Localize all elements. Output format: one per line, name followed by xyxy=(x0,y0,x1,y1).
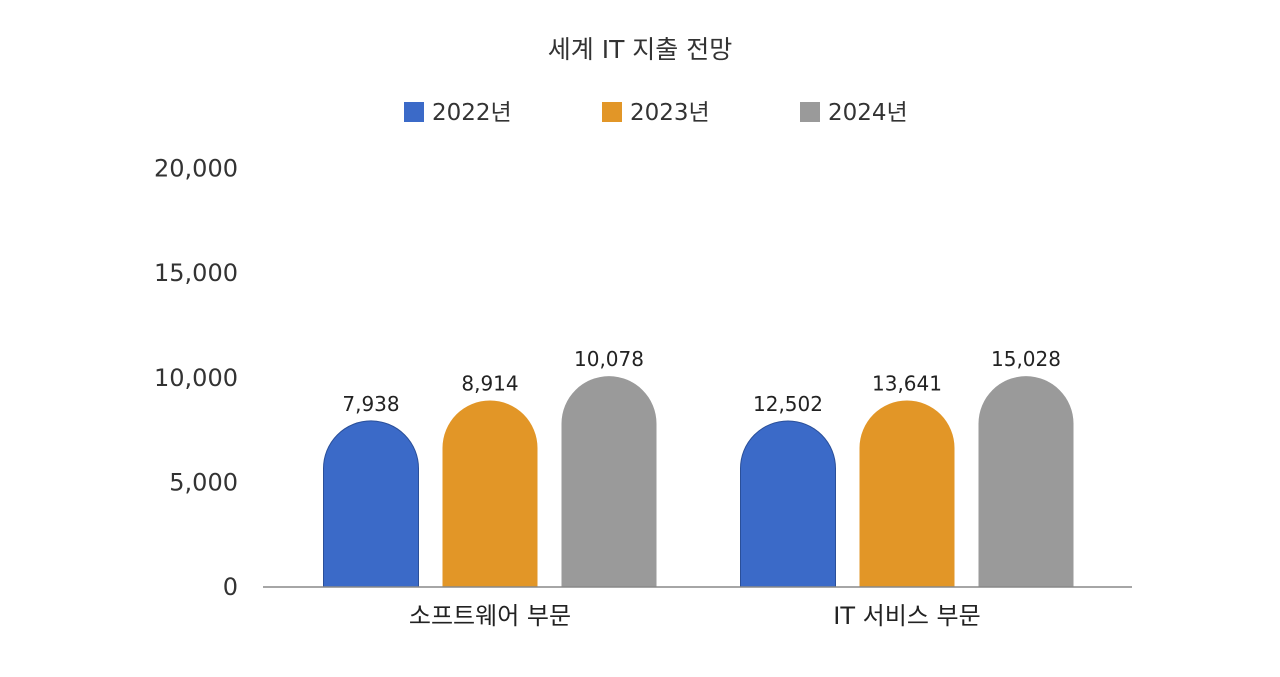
bar xyxy=(978,376,1074,587)
data-label: 7,938 xyxy=(342,392,399,416)
y-tick-label: 0 xyxy=(223,573,238,601)
legend-label: 2024년 xyxy=(828,100,908,126)
y-tick-label: 20,000 xyxy=(154,155,238,183)
y-tick-label: 10,000 xyxy=(154,364,238,392)
x-category-label: 소프트웨어 부문 xyxy=(409,602,571,630)
chart-title: 세계 IT 지출 전망 xyxy=(548,35,733,64)
y-tick-label: 15,000 xyxy=(154,259,238,287)
legend-swatch xyxy=(800,102,820,122)
bar xyxy=(442,400,538,587)
data-label: 13,641 xyxy=(872,372,942,396)
legend-item: 2023년 xyxy=(602,100,710,126)
data-label: 10,078 xyxy=(574,347,644,371)
legend-swatch xyxy=(602,102,622,122)
legend-label: 2023년 xyxy=(630,100,710,126)
x-category-label: IT 서비스 부문 xyxy=(833,602,980,630)
bar xyxy=(859,400,955,587)
bar xyxy=(561,376,657,587)
legend-swatch xyxy=(404,102,424,122)
data-label: 12,502 xyxy=(753,392,823,416)
legend-item: 2022년 xyxy=(404,100,512,126)
legend: 2022년 2023년 2024년 xyxy=(404,100,908,126)
legend-item: 2024년 xyxy=(800,100,908,126)
bar xyxy=(323,420,419,588)
data-label: 15,028 xyxy=(991,347,1061,371)
data-label: 8,914 xyxy=(461,372,518,396)
y-tick-label: 5,000 xyxy=(169,468,238,496)
bar xyxy=(740,420,836,588)
x-axis: 소프트웨어 부문 IT 서비스 부문 xyxy=(409,602,981,630)
y-axis: 0 5,000 10,000 15,000 20,000 xyxy=(154,155,238,601)
data-labels: 7,938 8,914 10,078 12,502 13,641 15,028 xyxy=(342,347,1061,416)
bars xyxy=(323,376,1074,588)
legend-label: 2022년 xyxy=(432,100,512,126)
